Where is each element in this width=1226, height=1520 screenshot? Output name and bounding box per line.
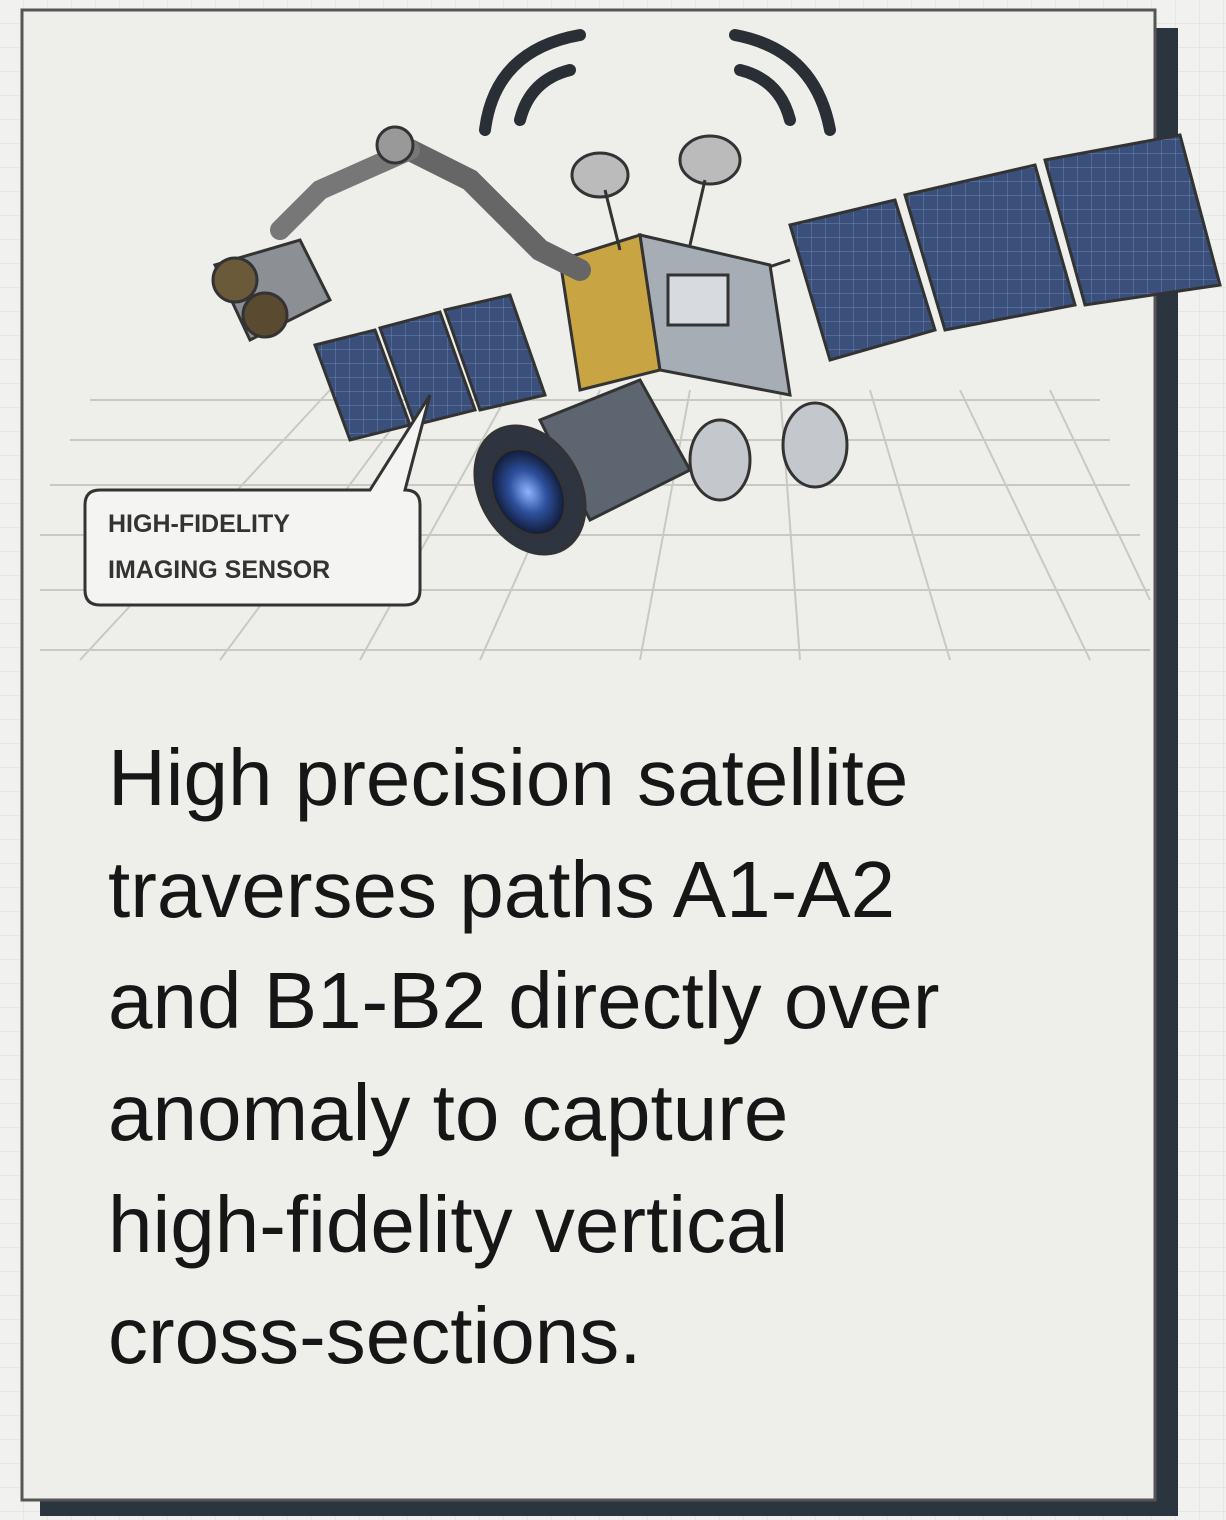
caption: High precision satellite traverses paths… [108, 733, 940, 1380]
callout: HIGH-FIDELITY IMAGING SENSOR [83, 394, 432, 607]
caption-line: high-fidelity vertical [108, 1180, 788, 1269]
callout-line: HIGH-FIDELITY [108, 510, 290, 538]
caption-line: and B1-B2 directly over [108, 956, 940, 1045]
callout-line: IMAGING SENSOR [108, 556, 330, 584]
signal-waves [479, 29, 836, 136]
satellite [211, 125, 1222, 556]
caption-line: cross-sections. [108, 1291, 641, 1380]
caption-line: High precision satellite [108, 733, 908, 822]
caption-line: traverses paths A1-A2 [108, 845, 895, 934]
caption-line: anomaly to capture [108, 1068, 788, 1157]
